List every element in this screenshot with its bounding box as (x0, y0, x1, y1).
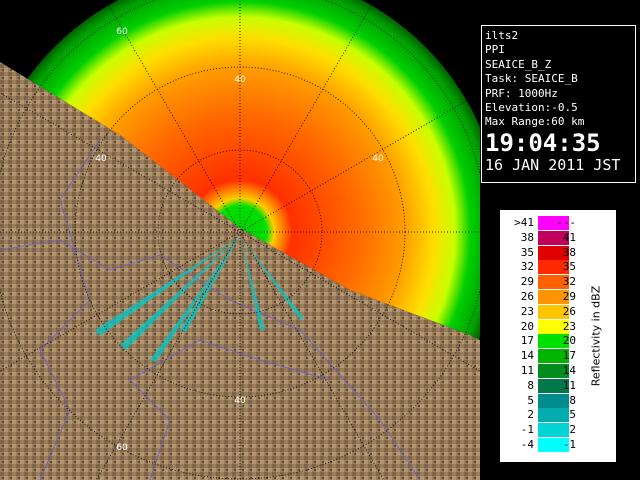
legend-swatch (538, 290, 569, 304)
legend-swatch (538, 260, 569, 275)
legend-high: 17 (562, 349, 576, 363)
legend-low: >41 (514, 216, 534, 229)
legend-high: 5 (569, 408, 576, 422)
legend-high: 29 (562, 290, 576, 303)
max-range: Max Range:60 km (485, 115, 585, 129)
ring-label: 60 (116, 27, 128, 37)
info-panel: ilts2 PPI SEAICE_B_Z Task: SEAICE_B PRF:… (481, 25, 636, 183)
legend-swatch (538, 319, 569, 334)
product: SEAICE_B_Z (485, 57, 552, 71)
radar-map: 60 40 40 40 40 60 (0, 0, 480, 480)
legend-swatch (538, 423, 569, 438)
legend-high: 23 (562, 319, 576, 333)
legend-swatch (538, 393, 569, 408)
legend-swatch (538, 349, 569, 364)
ring-label: 40 (372, 154, 384, 164)
ring-label: 40 (95, 154, 107, 164)
legend-low: 5 (527, 393, 534, 407)
legend-low: 35 (520, 245, 534, 259)
legend-swatch (538, 378, 569, 393)
legend-low: 38 (520, 230, 534, 244)
legend-high: 35 (562, 260, 576, 274)
legend-low: 11 (520, 364, 534, 377)
legend-high: 20 (562, 334, 576, 348)
legend-swatch (538, 408, 569, 423)
legend-swatch (538, 438, 569, 452)
ring-label: 40 (234, 396, 246, 406)
legend-low: 14 (520, 349, 534, 363)
legend-high: 14 (562, 364, 576, 377)
ring-label: 40 (234, 75, 246, 85)
legend-swatch (538, 275, 569, 290)
task: Task: SEAICE_B (485, 72, 578, 86)
legend-swatch (538, 245, 569, 260)
legend-low: 26 (520, 290, 534, 303)
legend-swatch (538, 216, 569, 230)
legend-swatch (538, 334, 569, 349)
range-rings (0, 0, 480, 480)
legend-high: 38 (562, 245, 576, 259)
legend-swatch (538, 230, 569, 245)
legend-low: 8 (527, 378, 534, 392)
elevation: Elevation:-0.5 (485, 101, 578, 115)
legend-low: -1 (520, 423, 534, 437)
legend-low: 29 (520, 275, 534, 289)
mode: PPI (485, 43, 505, 57)
legend-high: --- (556, 216, 576, 229)
color-legend: Reflectivity in dBZ >41 --- 38 41 35 38 32 35 29… (500, 210, 616, 462)
legend-title: Reflectivity in dBZ (589, 285, 603, 387)
prf: PRF: 1000Hz (485, 86, 558, 100)
legend-high: -1 (562, 438, 576, 451)
clutter-streaks (95, 236, 304, 362)
legend-high: 32 (562, 275, 576, 289)
legend-high: 41 (562, 230, 576, 244)
legend-low: 23 (520, 304, 534, 318)
legend-swatch (538, 364, 569, 378)
legend-low: 32 (520, 260, 534, 274)
legend-low: 17 (520, 334, 534, 348)
legend-low: -4 (520, 438, 534, 451)
ring-label: 60 (116, 443, 128, 453)
legend-swatch (538, 304, 569, 319)
legend-high: 26 (562, 304, 576, 318)
legend-high: 8 (569, 393, 576, 407)
legend-low: 20 (520, 319, 534, 333)
time: 19:04:35 (485, 128, 601, 157)
site: ilts2 (485, 29, 519, 42)
legend-high: 11 (562, 378, 576, 392)
legend-low: 2 (527, 408, 534, 422)
legend-high: 2 (569, 423, 576, 437)
date: 16 JAN 2011 JST (485, 155, 621, 174)
